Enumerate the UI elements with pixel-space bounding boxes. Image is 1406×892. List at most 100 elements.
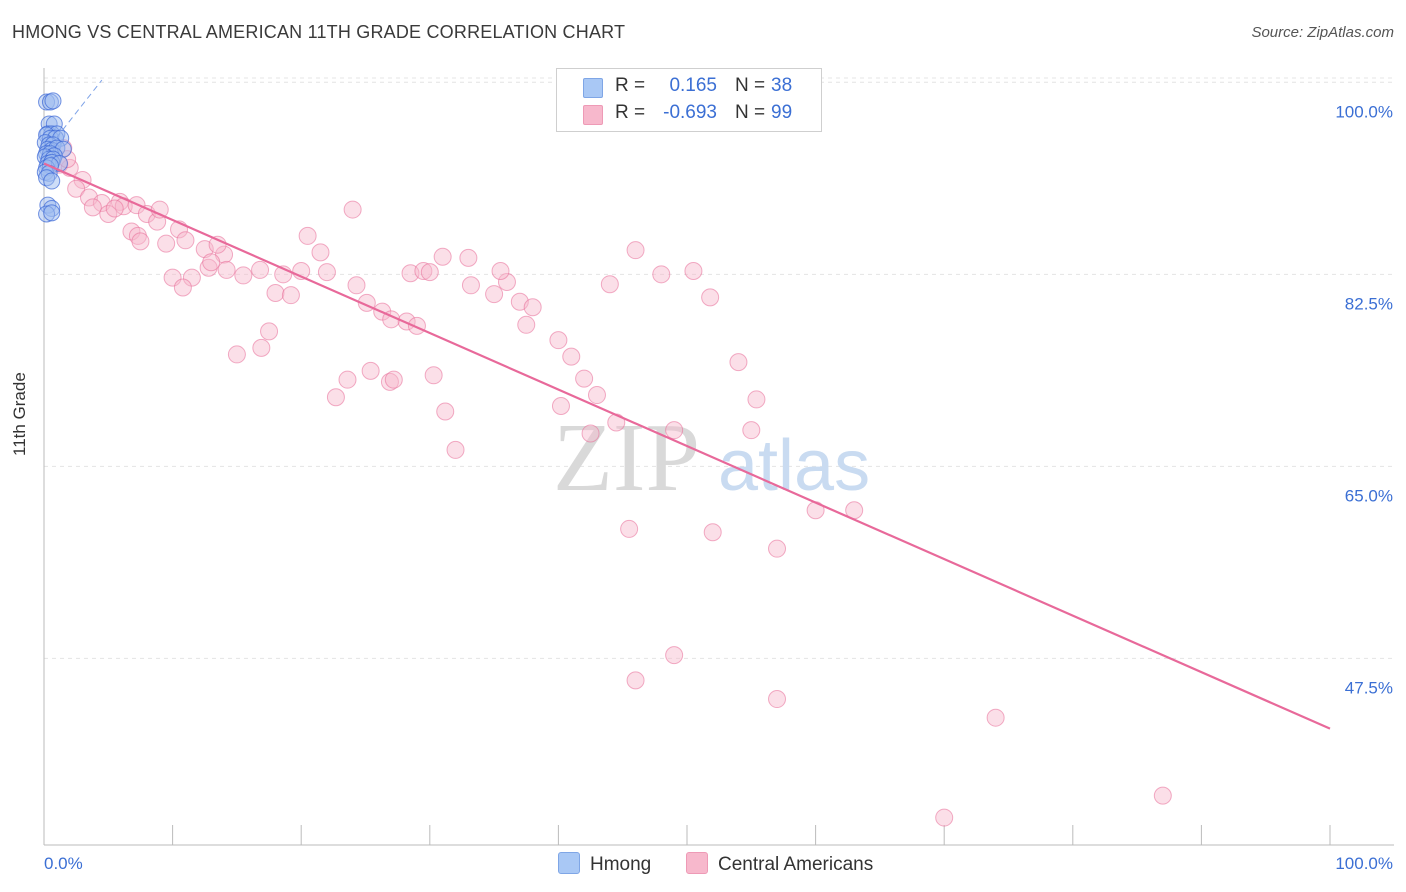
central-americans-point (173, 278, 192, 297)
hmong-trend-line (43, 79, 103, 154)
central-americans-point (581, 424, 600, 443)
central-americans-point (343, 200, 362, 219)
central-americans-point (523, 298, 542, 317)
r-label: R = (615, 75, 646, 96)
axes (43, 68, 1394, 846)
central-americans-point (311, 243, 330, 262)
legend-item-central-americans: Central Americans (686, 852, 873, 876)
n-value: 38 (771, 75, 793, 96)
central-americans-point (935, 808, 954, 827)
central-americans-point (347, 276, 366, 295)
central-americans-point (742, 421, 761, 440)
central-americans-point (768, 690, 787, 709)
central-americans-swatch (583, 105, 603, 125)
central-americans-point (747, 390, 766, 409)
central-americans-point (1153, 786, 1172, 805)
central-americans-point (281, 286, 300, 305)
central-americans-point (701, 288, 720, 307)
central-americans-point (491, 262, 510, 281)
central-americans-point (436, 402, 455, 421)
central-americans-point (217, 260, 236, 279)
chart-title: HMONG VS CENTRAL AMERICAN 11TH GRADE COR… (12, 22, 626, 42)
tick-labels: 100.0% 82.5% 65.0% 47.5% 0.0% 100.0% (44, 102, 1393, 873)
legend-label: Central Americans (718, 854, 874, 875)
central-americans-point (549, 331, 568, 350)
stats-box: R = 0.165 N = 38 R = -0.693 N = 99 (556, 68, 822, 132)
central-americans-point (703, 523, 722, 542)
trend-lines (43, 79, 1331, 730)
y-tick-label: 100.0% (1335, 102, 1393, 121)
legend-swatch (686, 852, 708, 874)
central-americans-point (260, 322, 279, 341)
hmong-point (43, 172, 61, 190)
central-americans-point (131, 232, 150, 251)
central-americans-point (414, 262, 433, 281)
central-americans-points (50, 79, 1172, 827)
central-americans-point (461, 276, 480, 295)
stats-row-central-americans: R = -0.693 N = 99 (557, 102, 821, 128)
central-americans-point (227, 345, 246, 364)
central-americans-point (620, 519, 639, 538)
central-americans-point (446, 440, 465, 459)
central-americans-point (485, 285, 504, 304)
n-label: N = (735, 102, 766, 123)
central-americans-point (326, 388, 345, 407)
central-americans-point (497, 273, 516, 292)
central-americans-point (252, 338, 271, 357)
central-americans-point (182, 268, 201, 287)
central-americans-point (420, 263, 439, 282)
central-americans-point (551, 397, 570, 416)
central-americans-point (517, 315, 536, 334)
central-americans-point (986, 708, 1005, 727)
central-americans-point (626, 241, 645, 260)
central-americans-point (684, 262, 703, 281)
central-americans-point (317, 263, 336, 282)
central-americans-point (729, 353, 748, 372)
central-americans-point (234, 266, 253, 285)
n-value: 99 (771, 102, 793, 123)
y-tick-label: 82.5% (1345, 294, 1393, 313)
central-americans-point (251, 260, 270, 279)
legend-swatch (558, 852, 580, 874)
central-americans-point (384, 370, 403, 389)
r-value: 0.165 (669, 75, 717, 96)
r-label: R = (615, 102, 646, 123)
central-americans-point (600, 275, 619, 294)
central-americans-point (176, 231, 195, 250)
central-americans-point (587, 386, 606, 405)
stats-row-hmong: R = 0.165 N = 38 (557, 75, 821, 101)
legend-label: Hmong (590, 854, 652, 875)
source-note: Source: ZipAtlas.com (1251, 24, 1394, 41)
hmong-point (44, 92, 62, 110)
central-americans-point (424, 366, 443, 385)
y-tick-label: 65.0% (1345, 486, 1393, 505)
central-americans-point (626, 671, 645, 690)
y-tick-label: 47.5% (1345, 678, 1393, 697)
central-americans-point (83, 198, 102, 217)
central-americans-point (361, 361, 380, 380)
central-americans-point (266, 283, 285, 302)
legend-item-hmong: Hmong (558, 852, 651, 876)
central-americans-point (665, 646, 684, 665)
central-americans-point (105, 199, 124, 218)
central-americans-point (768, 539, 787, 558)
central-americans-point (202, 253, 221, 272)
grid-lines (44, 77, 1394, 659)
central-americans-point (67, 179, 86, 198)
r-value: -0.693 (663, 102, 717, 123)
x-tick-label-max: 100.0% (1335, 854, 1393, 873)
n-label: N = (735, 75, 766, 96)
central-americans-point (459, 248, 478, 267)
central-americans-point (575, 369, 594, 388)
central-americans-point (562, 347, 581, 366)
x-tick-label-min: 0.0% (44, 854, 83, 873)
central-americans-point (157, 234, 176, 253)
hmong-swatch (583, 78, 603, 98)
hmong-point (43, 204, 61, 222)
central-americans-point (433, 247, 452, 266)
central-americans-point (298, 226, 317, 245)
central-americans-trend-line (43, 162, 1331, 730)
central-americans-point (652, 265, 671, 284)
central-americans-point (665, 421, 684, 440)
